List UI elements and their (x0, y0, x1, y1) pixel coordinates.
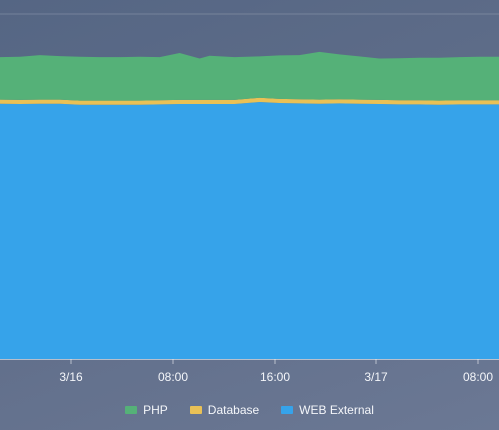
legend-swatch-web-external (281, 406, 294, 414)
legend-swatch-database (189, 406, 202, 414)
legend-item-php[interactable]: PHP (125, 403, 168, 417)
area-php (0, 51, 499, 101)
legend-item-web-external[interactable]: WEB External (281, 403, 374, 417)
x-tick-label-1: 08:00 (158, 370, 188, 384)
area-web-external (0, 102, 499, 359)
area-database (0, 97, 499, 105)
chart-areas (0, 51, 499, 359)
legend-label-web-external: WEB External (299, 403, 374, 417)
legend-label-database: Database (207, 403, 260, 417)
x-tick-label-3: 3/17 (364, 370, 388, 384)
x-tick-label-4: 08:00 (463, 370, 493, 384)
chart-legend: PHP Database WEB External (0, 403, 499, 417)
x-tick-label-0: 3/16 (59, 370, 83, 384)
legend-item-database[interactable]: Database (189, 403, 260, 417)
legend-label-php: PHP (143, 403, 168, 417)
x-axis: 3/16 08:00 16:00 3/17 08:00 (0, 359, 499, 384)
x-tick-label-2: 16:00 (260, 370, 290, 384)
legend-swatch-php (125, 406, 138, 414)
